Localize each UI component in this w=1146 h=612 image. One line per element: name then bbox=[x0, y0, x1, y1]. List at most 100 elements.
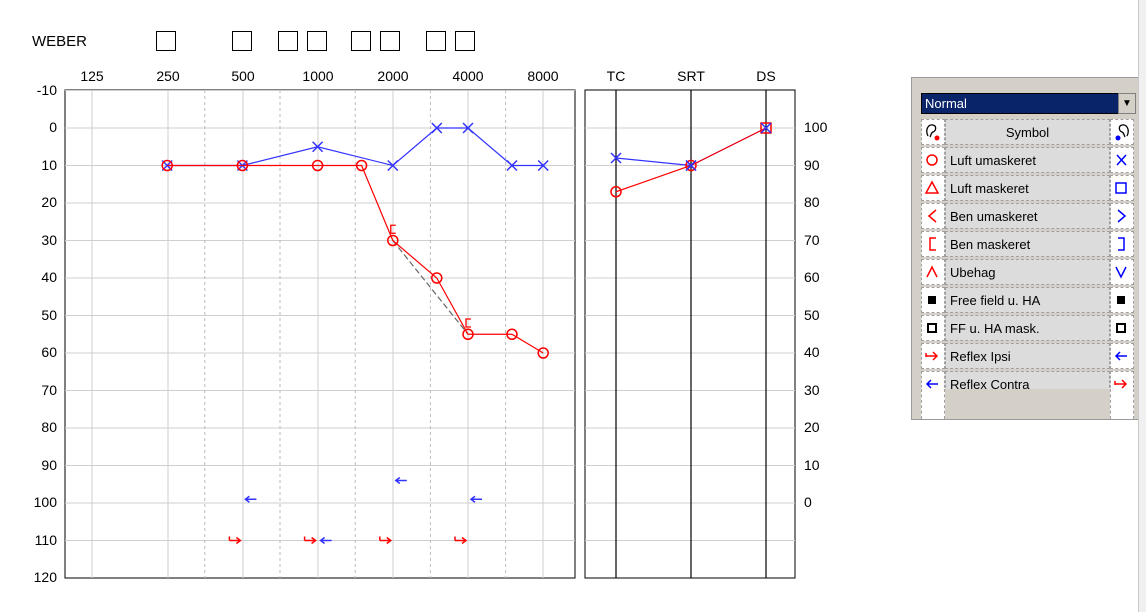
reflex-ipsi-marker bbox=[303, 536, 317, 545]
right-air-line bbox=[167, 164, 544, 354]
legend-right-symbol bbox=[1110, 259, 1134, 285]
blue-arrow-left-icon bbox=[1114, 351, 1127, 361]
left-air-x-marker bbox=[506, 159, 518, 172]
bone-masked-bracket bbox=[465, 318, 471, 328]
speech-percent-label: 70 bbox=[804, 231, 820, 248]
db-tick-label: 20 bbox=[41, 194, 57, 210]
weber-label: WEBER bbox=[32, 33, 88, 50]
right-ear-icon bbox=[921, 119, 945, 145]
legend-left-symbol bbox=[921, 343, 945, 369]
reflex-contra-marker bbox=[319, 536, 332, 545]
red-arrow-right-icon bbox=[925, 351, 939, 361]
legend-row-label: Ben umaskeret bbox=[945, 203, 1110, 229]
right-air-circle-marker bbox=[462, 328, 474, 340]
legend-row-label: Luft maskeret bbox=[945, 175, 1110, 201]
hollow-square-icon bbox=[927, 323, 937, 333]
legend-row-label: Ben maskeret bbox=[945, 231, 1110, 257]
weber-checkbox[interactable] bbox=[380, 31, 400, 51]
legend-row[interactable]: Ubehag bbox=[921, 259, 1136, 287]
blue-x-icon bbox=[1116, 154, 1127, 166]
blue-square-icon bbox=[1115, 182, 1127, 194]
legend-row[interactable]: Reflex Ipsi bbox=[921, 343, 1136, 371]
legend-left-symbol bbox=[921, 231, 945, 257]
weber-checkbox[interactable] bbox=[426, 31, 446, 51]
left-ear-icon bbox=[1110, 119, 1134, 145]
db-tick-label: 30 bbox=[41, 231, 57, 248]
red-triangle-icon bbox=[924, 180, 940, 194]
blue-arrow-left-icon bbox=[925, 379, 938, 389]
right-air-circle-marker bbox=[506, 328, 518, 340]
red-less-than-icon bbox=[927, 209, 937, 223]
speech-column-label: DS bbox=[756, 68, 776, 84]
reflex-contra-marker bbox=[394, 476, 407, 485]
profile-select[interactable]: Normal ▼ bbox=[921, 93, 1136, 114]
red-circle-icon bbox=[926, 154, 938, 166]
speech-ds-x-marker bbox=[760, 122, 772, 134]
frequency-tick-label: 4000 bbox=[452, 68, 484, 84]
speech-percent-label: 60 bbox=[804, 269, 820, 285]
db-tick-label: 40 bbox=[41, 269, 57, 285]
speech-percent-label: 80 bbox=[804, 194, 820, 210]
left-air-x-marker bbox=[387, 159, 399, 172]
reflex-ipsi-marker bbox=[228, 536, 242, 545]
speech-percent-label: 10 bbox=[804, 456, 820, 473]
hollow-square-icon bbox=[1116, 323, 1126, 333]
db-tick-label: 120 bbox=[33, 569, 57, 585]
db-tick-label: 90 bbox=[41, 456, 57, 473]
legend-row[interactable]: Ben umaskeret bbox=[921, 203, 1136, 231]
speech-percent-label: 40 bbox=[804, 344, 820, 360]
weber-checkbox[interactable] bbox=[232, 31, 252, 51]
frequency-tick-label: 500 bbox=[231, 68, 255, 84]
speech-percent-label: 20 bbox=[804, 419, 820, 435]
legend-header-row: Symbol bbox=[921, 119, 1136, 147]
speech-column-label: TC bbox=[606, 68, 626, 84]
bone-masked-bracket bbox=[390, 224, 396, 234]
legend-row[interactable]: Luft maskeret bbox=[921, 175, 1136, 203]
speech-percent-label: 30 bbox=[804, 381, 820, 398]
speech-left-x-marker bbox=[610, 152, 622, 164]
weber-checkbox[interactable] bbox=[307, 31, 327, 51]
db-tick-label: 60 bbox=[41, 344, 57, 360]
blue-right-bracket-icon bbox=[1118, 237, 1125, 251]
db-tick-label: 80 bbox=[41, 419, 57, 435]
reflex-ipsi-marker bbox=[379, 536, 393, 545]
red-arrow-right-icon bbox=[1114, 379, 1128, 389]
bone-dashed-line bbox=[392, 240, 469, 335]
legend-right-symbol bbox=[1110, 287, 1134, 313]
legend-row[interactable]: FF u. HA mask. bbox=[921, 315, 1136, 343]
legend-row-label: Luft umaskeret bbox=[945, 147, 1110, 173]
legend-left-symbol bbox=[921, 175, 945, 201]
profile-select-value: Normal bbox=[925, 96, 967, 111]
legend-right-symbol bbox=[1110, 343, 1134, 369]
reflex-contra-marker bbox=[469, 495, 482, 503]
legend-row[interactable]: Free field u. HA bbox=[921, 287, 1136, 315]
frequency-tick-label: 125 bbox=[80, 68, 104, 84]
legend-row[interactable]: Luft umaskeret bbox=[921, 147, 1136, 175]
speech-percent-label: 90 bbox=[804, 156, 820, 173]
reflex-ipsi-marker bbox=[454, 536, 468, 545]
filled-square-icon bbox=[928, 296, 936, 304]
audiogram-chart[interactable] bbox=[0, 0, 900, 612]
frequency-tick-label: 2000 bbox=[377, 68, 409, 84]
left-air-x-marker bbox=[312, 141, 324, 153]
chevron-down-icon[interactable]: ▼ bbox=[1118, 93, 1136, 114]
right-air-circle-marker bbox=[236, 159, 249, 172]
symbol-legend-panel: Normal ▼ Symbol Luft umaskeret Luft masker… bbox=[911, 77, 1140, 420]
weber-checkbox[interactable] bbox=[278, 31, 298, 51]
filled-square-icon bbox=[1117, 296, 1125, 304]
legend-left-symbol bbox=[921, 315, 945, 341]
weber-checkbox[interactable] bbox=[156, 31, 176, 51]
weber-checkbox[interactable] bbox=[455, 31, 475, 51]
legend-row[interactable]: Ben maskeret bbox=[921, 231, 1136, 259]
legend-left-symbol bbox=[921, 203, 945, 229]
frequency-tick-label: 1000 bbox=[302, 68, 334, 84]
legend-left-symbol bbox=[921, 287, 945, 313]
legend-right-symbol bbox=[1110, 231, 1134, 257]
legend-header: Symbol bbox=[945, 119, 1110, 145]
window-edge bbox=[1138, 0, 1146, 612]
db-tick-label: -10 bbox=[36, 81, 57, 98]
legend-row-label: Reflex Ipsi bbox=[945, 343, 1110, 369]
db-tick-label: 110 bbox=[34, 531, 57, 548]
frequency-tick-label: 250 bbox=[156, 68, 180, 84]
weber-checkbox[interactable] bbox=[351, 31, 371, 51]
